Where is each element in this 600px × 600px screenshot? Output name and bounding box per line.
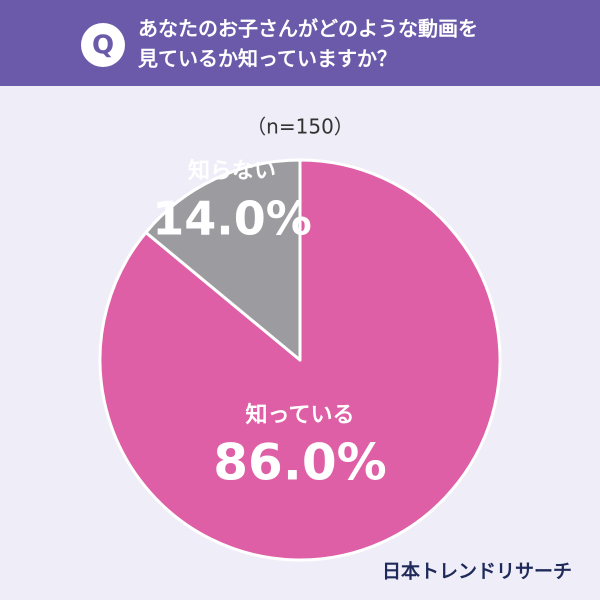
brand: 日本トレンドリサーチ [382, 560, 572, 583]
category-label: 知らない [188, 158, 276, 184]
title-line: 見ているか知っていますか？ [138, 47, 397, 71]
value-label: 14.0% [152, 192, 312, 246]
subtitle: （n=150） [246, 115, 354, 139]
category-label: 知っている [246, 402, 355, 428]
value-label: 86.0% [213, 434, 386, 492]
pie [98, 158, 502, 562]
badge-circle [81, 23, 125, 67]
title-line: あなたのお子さんがどのような動画を [138, 17, 478, 41]
pie-slice [98, 158, 502, 562]
pie-slice [144, 158, 302, 362]
badge: Q [92, 31, 114, 61]
labels: 知っている 86.0% 知らない 14.0% [152, 158, 387, 492]
